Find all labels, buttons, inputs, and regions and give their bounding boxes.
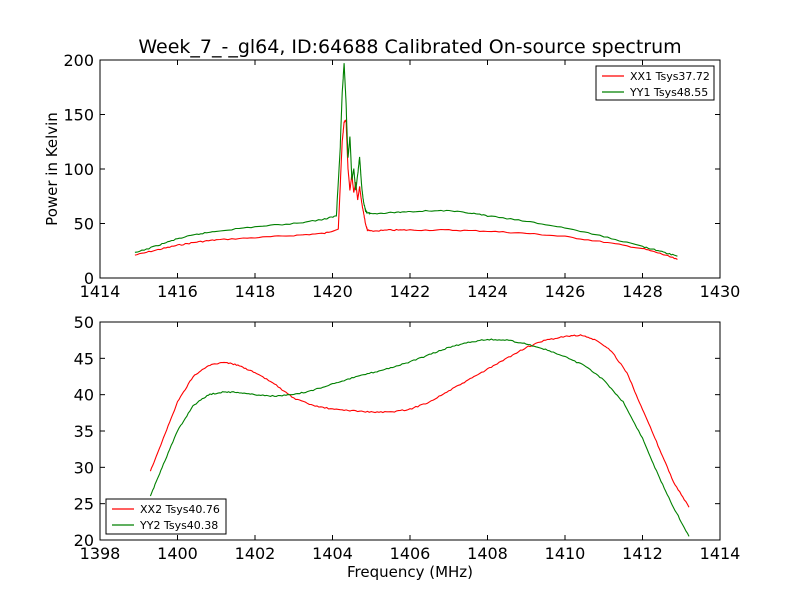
x-tick-label: 1426 <box>545 282 586 301</box>
y-tick-label: 150 <box>63 106 94 125</box>
legend-entry: YY1 Tsys48.55 <box>629 86 708 99</box>
x-tick-label: 1422 <box>390 282 431 301</box>
x-tick-label: 1408 <box>467 544 508 563</box>
x-tick-label: 1416 <box>157 282 198 301</box>
bottom-plot-panel: 1398 1400 1402 1404 1406 1408 1410 1412 1414 20 25… <box>74 313 741 581</box>
x-tick-label: 1428 <box>622 282 663 301</box>
y-tick-label: 35 <box>74 422 94 441</box>
legend-entry: XX2 Tsys40.76 <box>140 503 220 516</box>
x-tick-label: 1412 <box>622 544 663 563</box>
legend-entry: YY2 Tsys40.38 <box>139 519 218 532</box>
legend: XX2 Tsys40.76 YY2 Tsys40.38 <box>105 498 227 535</box>
y-tick-label: 20 <box>74 531 94 550</box>
y-tick-label: 40 <box>74 386 94 405</box>
series-line-2-2 <box>149 338 690 537</box>
x-tick-label: 1420 <box>312 282 353 301</box>
y-tick-label: 30 <box>74 458 94 477</box>
y-tick-label: 200 <box>63 51 94 70</box>
y-tick-label: 25 <box>74 495 94 514</box>
x-tick-label: 1430 <box>700 282 741 301</box>
x-tick-label: 1400 <box>157 544 198 563</box>
x-tick-label: 1424 <box>467 282 508 301</box>
legend-box <box>595 65 715 101</box>
x-tick-label: 1402 <box>235 544 276 563</box>
legend-box <box>105 498 227 535</box>
x-tick-label: 1406 <box>390 544 431 563</box>
x-tick-label: 1414 <box>700 544 741 563</box>
y-tick-label: 0 <box>84 269 94 288</box>
legend: XX1 Tsys37.72 YY1 Tsys48.55 <box>595 65 715 101</box>
series-line-1-2 <box>134 63 678 257</box>
legend-entry: XX1 Tsys37.72 <box>630 70 710 83</box>
x-tick-label: 1398 <box>80 544 121 563</box>
y-tick-label: 50 <box>74 313 94 332</box>
series-line-2-1 <box>149 334 690 508</box>
x-tick-label: 1414 <box>80 282 121 301</box>
y-tick-label: 50 <box>74 215 94 234</box>
series-line-1-1 <box>134 119 678 260</box>
y-tick-label: 100 <box>63 160 94 179</box>
top-plot-panel: 1414 1416 1418 1420 1422 1424 1426 1428 1430 0 50 1… <box>43 51 740 301</box>
y-axis-label: Power in Kelvin <box>43 112 61 226</box>
x-tick-label: 1404 <box>312 544 353 563</box>
x-tick-label: 1410 <box>545 544 586 563</box>
y-tick-label: 45 <box>74 349 94 368</box>
x-axis-label: Frequency (MHz) <box>347 563 473 581</box>
x-tick-label: 1418 <box>235 282 276 301</box>
chart-title: Week_7_-_gl64, ID:64688 Calibrated On-so… <box>138 36 681 58</box>
